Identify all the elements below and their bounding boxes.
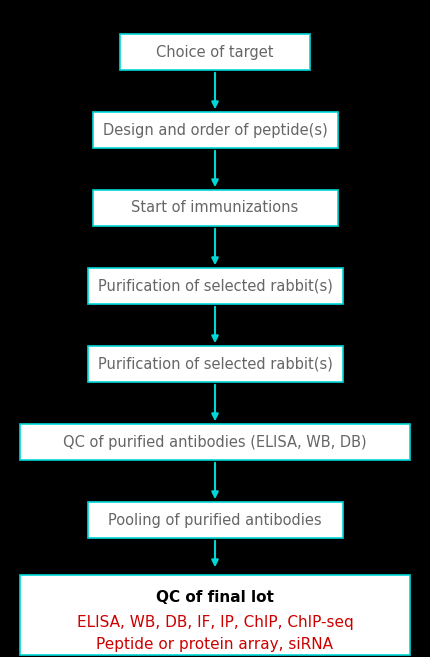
Text: Pooling of purified antibodies: Pooling of purified antibodies — [108, 512, 322, 528]
FancyBboxPatch shape — [87, 346, 343, 382]
FancyBboxPatch shape — [87, 502, 343, 538]
Text: Purification of selected rabbit(s): Purification of selected rabbit(s) — [98, 357, 332, 371]
Text: QC of purified antibodies (ELISA, WB, DB): QC of purified antibodies (ELISA, WB, DB… — [63, 434, 367, 449]
Text: Design and order of peptide(s): Design and order of peptide(s) — [103, 122, 327, 137]
FancyBboxPatch shape — [92, 112, 338, 148]
FancyBboxPatch shape — [20, 575, 410, 655]
FancyBboxPatch shape — [120, 34, 310, 70]
Text: Peptide or protein array, siRNA: Peptide or protein array, siRNA — [96, 637, 334, 652]
Text: Purification of selected rabbit(s): Purification of selected rabbit(s) — [98, 279, 332, 294]
Text: Start of immunizations: Start of immunizations — [132, 200, 298, 215]
FancyBboxPatch shape — [87, 268, 343, 304]
FancyBboxPatch shape — [20, 424, 410, 460]
Text: QC of final lot: QC of final lot — [156, 589, 274, 604]
Text: ELISA, WB, DB, IF, IP, ChIP, ChIP-seq: ELISA, WB, DB, IF, IP, ChIP, ChIP-seq — [77, 616, 353, 631]
Text: Choice of target: Choice of target — [156, 45, 274, 60]
FancyBboxPatch shape — [92, 190, 338, 226]
